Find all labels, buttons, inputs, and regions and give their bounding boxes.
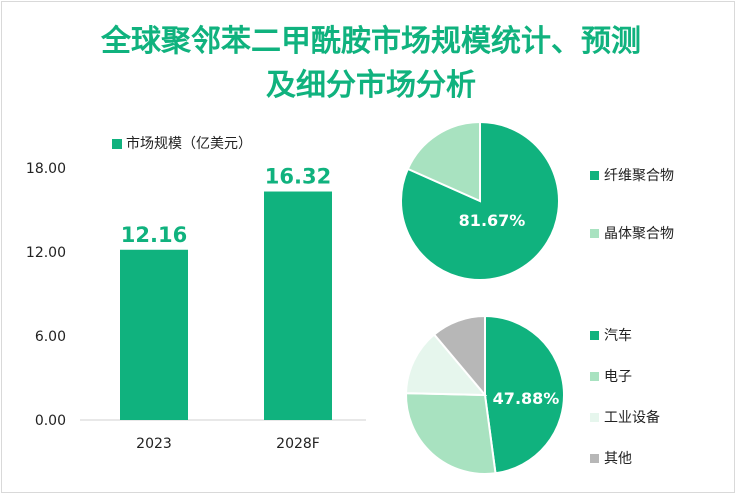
legend-label: 工业设备 <box>604 409 660 426</box>
legend-label: 其他 <box>604 451 632 467</box>
x-tick-label: 2028F <box>276 436 320 452</box>
legend-label: 晶体聚合物 <box>604 226 674 242</box>
bar-value-label: 12.16 <box>121 223 187 247</box>
bar-value-label: 16.32 <box>265 165 331 189</box>
legend-swatch <box>590 372 599 381</box>
legend-swatch <box>590 229 599 238</box>
legend-label: 纤维聚合物 <box>604 168 674 184</box>
legend-swatch <box>590 331 599 340</box>
pie-slice <box>406 120 481 203</box>
y-tick-label: 18.00 <box>26 161 66 177</box>
pie-slice <box>404 333 488 397</box>
pie2-percent-label: 47.88% <box>493 389 560 408</box>
y-tick-label: 0.00 <box>35 413 66 429</box>
legend-swatch <box>590 171 599 180</box>
bar-2028F <box>264 191 332 420</box>
chart-title-line-1: 全球聚邻苯二甲酰胺市场规模统计、预测 <box>101 24 641 59</box>
x-tick-label: 2023 <box>136 436 172 452</box>
bar-2023 <box>120 249 188 420</box>
legend-swatch-market-size <box>112 139 122 149</box>
pie-slice <box>432 314 486 398</box>
legend-swatch <box>590 413 599 422</box>
pie-slice <box>484 314 565 475</box>
legend-swatch <box>590 454 599 463</box>
y-tick-label: 6.00 <box>35 329 66 345</box>
pie-slice <box>405 392 497 475</box>
legend-label: 电子 <box>604 369 632 385</box>
pie1-percent-label: 81.67% <box>459 211 526 230</box>
chart-title-line-2: 及细分市场分析 <box>266 68 476 103</box>
y-tick-label: 12.00 <box>26 245 66 261</box>
legend-label-market-size: 市场规模（亿美元） <box>126 135 252 152</box>
legend-label: 汽车 <box>604 327 632 344</box>
